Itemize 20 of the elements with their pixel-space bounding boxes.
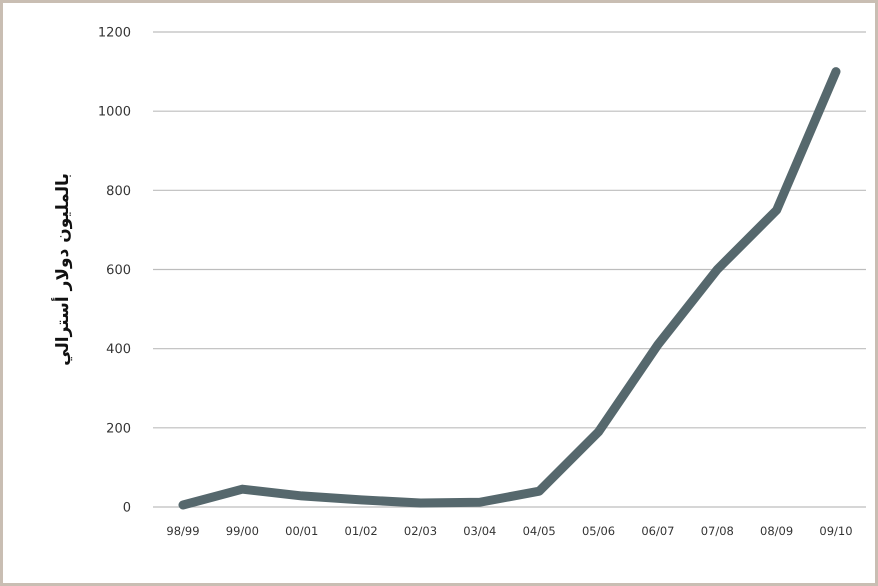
y-tick-label: 400 xyxy=(106,342,131,358)
y-tick-label: 800 xyxy=(106,184,131,199)
x-tick-label: 03/04 xyxy=(463,524,496,538)
x-tick-label: 09/10 xyxy=(819,524,853,538)
x-tick-label: 06/07 xyxy=(641,524,674,538)
y-tick-label: 0 xyxy=(122,500,131,516)
y-tick-label: 1200 xyxy=(98,26,131,41)
x-tick-label: 01/02 xyxy=(344,524,378,538)
x-tick-label: 99/00 xyxy=(226,524,259,538)
x-tick-label: 05/06 xyxy=(582,524,616,538)
x-tick-label: 00/01 xyxy=(285,524,318,538)
x-tick-label: 07/08 xyxy=(700,524,734,538)
x-tick-label: 04/05 xyxy=(522,524,556,538)
y-tick-label: 200 xyxy=(106,421,131,436)
x-tick-label: 98/99 xyxy=(166,524,200,538)
x-tick-label: 02/03 xyxy=(404,524,438,538)
y-tick-label: 1000 xyxy=(98,104,131,120)
x-tick-label: 08/09 xyxy=(760,524,794,538)
y-axis-title: بالمليون دولار أسترالي xyxy=(51,173,73,366)
y-tick-label: 600 xyxy=(106,263,131,278)
